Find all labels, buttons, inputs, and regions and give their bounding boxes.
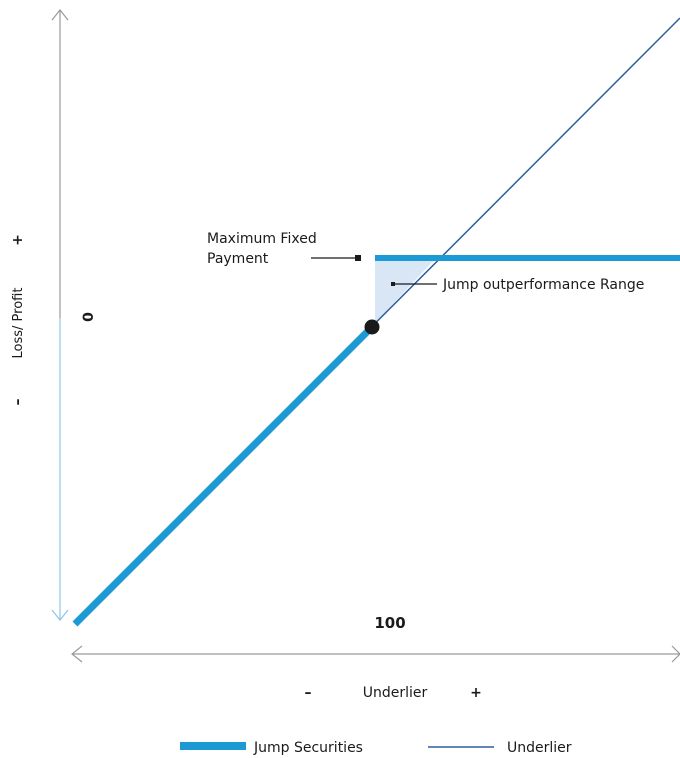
outperformance-range-label: Jump outperformance Range bbox=[442, 277, 644, 293]
max-payment-label-line1: Maximum Fixed bbox=[207, 231, 317, 247]
y-axis-down-arrow bbox=[51, 609, 69, 621]
legend-underlier-label: Underlier bbox=[507, 740, 572, 756]
y-axis-zero: 0 bbox=[81, 312, 97, 322]
max-payment-leader-end bbox=[355, 255, 361, 261]
y-axis-up-arrow bbox=[51, 9, 69, 21]
legend-jump-swatch bbox=[180, 742, 246, 750]
strike-label: 100 bbox=[374, 614, 405, 632]
x-axis-plus: + bbox=[470, 685, 482, 701]
jump-securities-lower-segment bbox=[72, 324, 375, 627]
range-leader-end bbox=[391, 282, 395, 286]
max-payment-label-line2: Payment bbox=[207, 251, 269, 267]
x-axis-left-arrow bbox=[71, 645, 83, 663]
x-axis-label: Underlier bbox=[363, 685, 428, 701]
legend-jump-label: Jump Securities bbox=[253, 740, 363, 756]
outperformance-range-area bbox=[375, 258, 436, 323]
strike-point bbox=[364, 319, 380, 335]
y-axis-minus: – bbox=[10, 399, 26, 406]
x-axis-right-arrow bbox=[671, 645, 680, 663]
x-axis-minus: – bbox=[305, 685, 312, 701]
y-axis-label: Loss/ Profit bbox=[11, 288, 26, 359]
y-axis-plus: + bbox=[10, 234, 26, 246]
